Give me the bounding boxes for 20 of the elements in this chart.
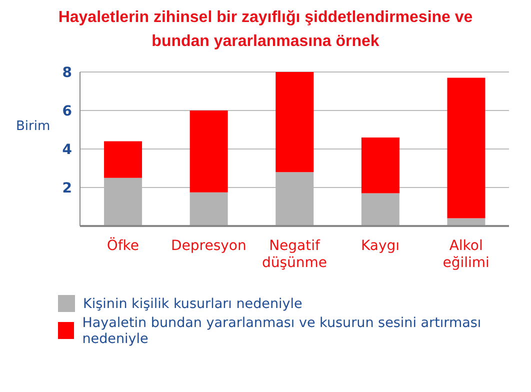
- bar: [104, 141, 142, 178]
- y-tick-label: 2: [62, 180, 72, 196]
- bar: [190, 110, 228, 192]
- bar: [361, 193, 400, 226]
- x-tick-label: Öfke: [106, 237, 139, 254]
- y-tick-label: 4: [62, 142, 72, 158]
- bar: [361, 137, 400, 194]
- chart-title: Hayaletlerin zihinsel bir zayıflığı şiddetlendirmesine ve bundan yararlanmasına örnek: [57, 8, 474, 52]
- legend-label: Hayaletin bundan yararlanması ve kusurun sesini artırması nedeniyle: [82, 314, 482, 346]
- legend-label: Kişinin kişilik kusurları nedeniyle: [83, 296, 302, 312]
- y-tick-label: 6: [62, 103, 72, 120]
- x-tick-label: Kaygı: [361, 238, 400, 254]
- bar: [190, 192, 228, 226]
- bar: [276, 72, 314, 172]
- x-tick-label: Negatif düşünme: [262, 238, 328, 271]
- x-tick-label: Depresyon: [171, 238, 246, 254]
- y-tick-label: 8: [62, 64, 72, 81]
- y-axis-title: Birim: [16, 119, 50, 134]
- x-tick-label: Alkol eğilimi: [442, 238, 490, 271]
- bar: [447, 78, 486, 218]
